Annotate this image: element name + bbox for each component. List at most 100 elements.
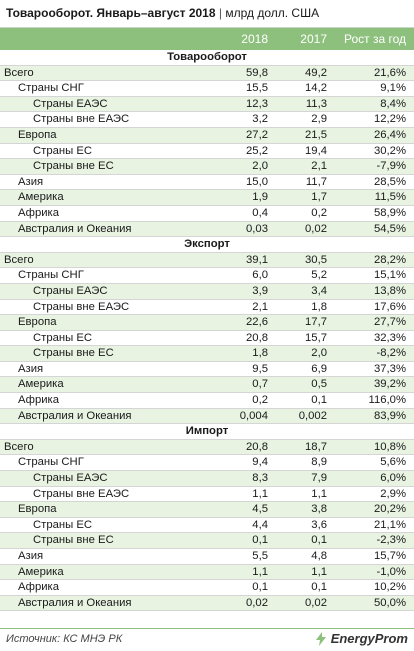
table-row: Страны СНГ 15,5 14,2 9,1% — [0, 81, 414, 97]
row-name: Африка — [18, 394, 60, 407]
table-row: Страны ЕАЭС 8,3 7,9 6,0% — [0, 471, 414, 487]
brand-name: EnergyProm — [330, 631, 408, 646]
value-2017: 3,8 — [311, 503, 327, 516]
value-2018: 1,9 — [252, 191, 268, 204]
row-name: Страны ЕС — [33, 331, 93, 344]
table-row: Америка 1,9 1,7 11,5% — [0, 190, 414, 206]
value-2018: 20,8 — [246, 331, 268, 344]
growth-value: 27,7% — [373, 316, 406, 329]
growth-value: 6,0% — [380, 472, 406, 485]
value-2017: 30,5 — [305, 253, 327, 266]
growth-value: -2,3% — [376, 534, 406, 547]
section-title: Экспорт — [0, 237, 414, 253]
row-name: Австралия и Океания — [18, 596, 132, 609]
growth-value: -1,0% — [376, 565, 406, 578]
growth-value: 17,6% — [373, 300, 406, 313]
row-name: Европа — [18, 316, 57, 329]
value-2017: 6,9 — [311, 362, 327, 375]
row-name: Азия — [18, 550, 44, 562]
growth-value: 11,5% — [374, 191, 406, 204]
units-label: млрд долл. США — [225, 6, 320, 20]
value-2017: 11,7 — [305, 175, 327, 188]
table-row: Австралия и Океания 0,03 0,02 54,5% — [0, 221, 414, 238]
row-name: Америка — [18, 378, 64, 391]
value-2017: 18,7 — [305, 440, 327, 453]
row-name: Австралия и Океания — [18, 222, 132, 235]
value-2017: 11,3 — [305, 97, 327, 110]
value-2017: 1,8 — [311, 300, 327, 313]
table-row: Страны СНГ 6,0 5,2 15,1% — [0, 268, 414, 284]
table-row: Всего 59,8 49,2 21,6% — [0, 65, 414, 82]
value-2017: 2,9 — [311, 113, 327, 126]
value-2018: 0,004 — [239, 409, 268, 422]
value-2017: 1,1 — [311, 487, 327, 500]
table-row: Африка 0,4 0,2 58,9% — [0, 206, 414, 222]
row-name: Африка — [18, 581, 60, 594]
table-row: Европа 22,6 17,7 27,7% — [0, 315, 414, 331]
table-row: Азия 9,5 6,9 37,3% — [0, 362, 414, 378]
table-row: Всего 20,8 18,7 10,8% — [0, 439, 414, 456]
value-2017: 0,1 — [311, 534, 327, 547]
column-header-growth: Рост за год — [343, 32, 406, 46]
growth-value: 58,9% — [373, 206, 406, 219]
value-2017: 19,4 — [305, 144, 327, 157]
title-separator: | — [218, 6, 222, 20]
table-row: Страны вне ЕАЭС 2,1 1,8 17,6% — [0, 300, 414, 316]
value-2018: 5,5 — [252, 550, 268, 562]
growth-value: 2,9% — [380, 487, 406, 500]
footer: Источник: КС МНЭ РК EnergyProm — [0, 628, 414, 651]
table-row: Страны ЕС 4,4 3,6 21,1% — [0, 518, 414, 534]
value-2017: 0,1 — [311, 581, 327, 594]
value-2017: 7,9 — [311, 472, 327, 485]
value-2017: 0,1 — [311, 394, 327, 407]
value-2018: 9,5 — [252, 362, 268, 375]
value-2018: 2,1 — [252, 300, 268, 313]
value-2018: 0,1 — [252, 534, 268, 547]
value-2018: 39,1 — [246, 253, 268, 266]
value-2018: 3,9 — [252, 284, 268, 297]
row-name: Страны ЕАЭС — [33, 472, 108, 485]
row-name: Страны ЕАЭС — [33, 97, 108, 110]
row-name: Австралия и Океания — [18, 409, 132, 422]
table-row: Европа 27,2 21,5 26,4% — [0, 127, 414, 144]
growth-value: 9,1% — [380, 82, 406, 95]
growth-value: 50,0% — [373, 596, 406, 609]
source-note: Источник: КС МНЭ РК — [6, 633, 123, 645]
value-2017: 5,2 — [311, 269, 327, 282]
row-name: Азия — [18, 362, 44, 375]
value-2017: 0,02 — [305, 222, 327, 235]
growth-value: 5,6% — [380, 456, 406, 469]
growth-value: 20,2% — [373, 503, 406, 516]
growth-value: 21,1% — [373, 518, 406, 531]
value-2018: 4,5 — [252, 503, 268, 516]
value-2018: 1,1 — [252, 565, 268, 578]
table-row: Страны ЕС 25,2 19,4 30,2% — [0, 144, 414, 160]
row-name: Америка — [18, 191, 64, 204]
table-row: Азия 5,5 4,8 15,7% — [0, 549, 414, 565]
row-name: Всего — [4, 253, 34, 266]
value-2018: 1,8 — [252, 347, 268, 360]
growth-value: 10,2% — [373, 581, 406, 594]
value-2018: 9,4 — [252, 456, 268, 469]
growth-value: 15,1% — [373, 269, 406, 282]
value-2017: 49,2 — [305, 66, 327, 79]
value-2018: 15,0 — [246, 175, 268, 188]
row-name: Страны ЕАЭС — [33, 284, 108, 297]
growth-value: 10,8% — [373, 440, 406, 453]
value-2018: 1,1 — [252, 487, 268, 500]
growth-value: 21,6% — [373, 66, 406, 79]
data-table-body: Товарооборот Всего 59,8 49,2 21,6% Страны СНГ… — [0, 50, 414, 612]
row-name: Страны вне ЕС — [33, 347, 114, 360]
value-2017: 4,8 — [311, 550, 327, 562]
value-2017: 0,2 — [311, 206, 327, 219]
value-2018: 12,3 — [246, 97, 268, 110]
value-2017: 2,0 — [311, 347, 327, 360]
value-2018: 22,6 — [246, 316, 268, 329]
growth-value: 8,4% — [380, 97, 406, 110]
table-title: Товарооборот. Январь–август 2018 — [6, 6, 216, 20]
row-name: Всего — [4, 66, 34, 79]
growth-value: 13,8% — [373, 284, 406, 297]
value-2017: 17,7 — [305, 316, 327, 329]
growth-value: 54,5% — [373, 222, 406, 235]
